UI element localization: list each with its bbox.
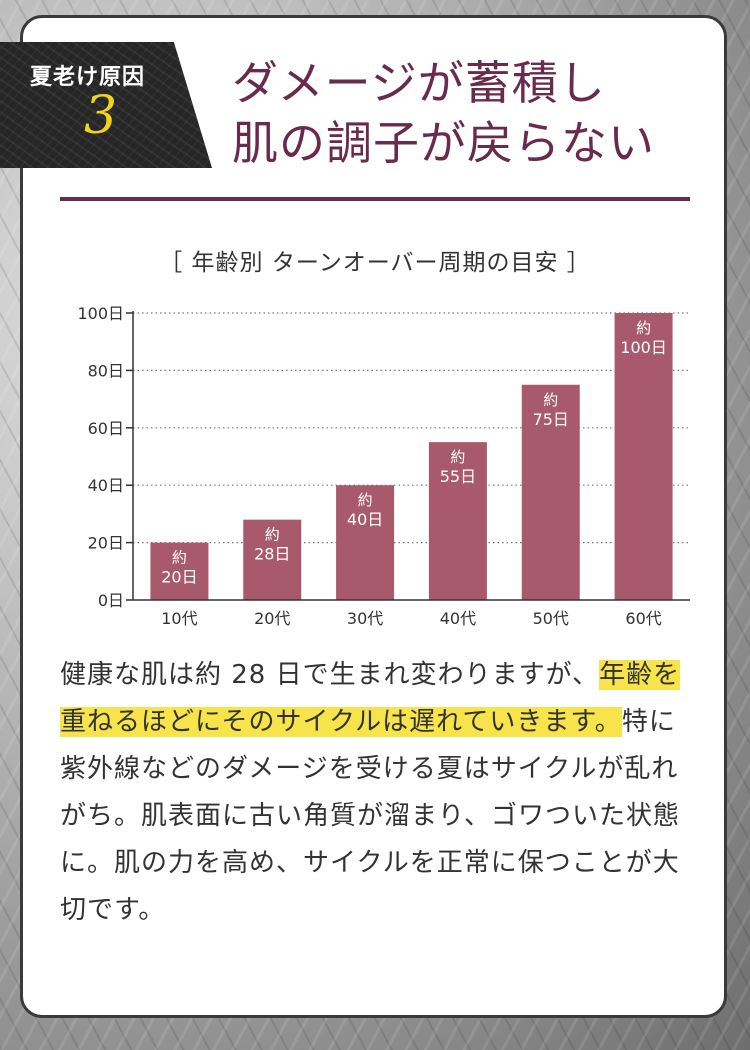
cause-badge-number: 3: [84, 86, 118, 146]
headline-line-2: 肌の調子が戻らない: [232, 116, 655, 170]
bar-label-value: 40日: [347, 510, 383, 529]
body-text-part-1: 健康な肌は約 28 日で生まれ変わりますが、: [60, 660, 600, 690]
bar-label-value: 55日: [440, 467, 476, 486]
x-tick-label: 50代: [533, 609, 569, 628]
bar-label-value: 28日: [254, 545, 290, 564]
bar-50代: [521, 384, 580, 600]
bar-label-prefix: 約: [172, 549, 187, 567]
axes: [126, 311, 690, 601]
bar-label-value: 100日: [620, 338, 667, 357]
bar-label-prefix: 約: [636, 319, 651, 337]
bar-label-value: 20日: [161, 568, 197, 587]
x-tick-label: 20代: [254, 609, 290, 628]
x-tick-label: 60代: [625, 609, 661, 628]
body-paragraph: 健康な肌は約 28 日で生まれ変わりますが、年齢を重ねるほどにそのサイクルは遅れ…: [60, 652, 700, 934]
bar-label-prefix: 約: [358, 491, 373, 509]
bar-30代: [336, 485, 395, 600]
headline-line-1: ダメージが蓄積し: [232, 56, 606, 110]
y-tick-label: 100日: [77, 304, 124, 323]
y-tick-label: 40日: [88, 476, 124, 495]
gridlines: [133, 312, 690, 544]
chart-title: ［ 年齢別 ターンオーバー周期の目安 ］: [159, 250, 591, 276]
bar-label-prefix: 約: [450, 448, 465, 466]
bar-label-prefix: 約: [265, 526, 280, 544]
bar-40代: [428, 442, 487, 600]
headline-divider: [60, 197, 690, 201]
x-tick-label: 40代: [440, 609, 476, 628]
cause-badge-label: 夏老け原因: [30, 65, 146, 90]
turnover-bar-chart: 0日20日40日60日80日100日約20日10代約28日20代約40日30代約…: [77, 304, 690, 628]
y-tick-label: 20日: [88, 534, 124, 553]
bar-10代: [150, 542, 209, 600]
bars: [150, 313, 673, 600]
x-tick-label: 30代: [347, 609, 383, 628]
y-tick-label: 80日: [88, 361, 124, 380]
x-tick-label: 10代: [161, 609, 197, 628]
bar-60代: [614, 313, 673, 600]
y-tick-label: 60日: [88, 419, 124, 438]
bar-label-value: 75日: [533, 410, 569, 429]
body-text-part-2: 特に紫外線などのダメージを受ける夏はサイクルが乱れがち。肌表面に古い角質が溜まり…: [60, 707, 680, 925]
cause-badge: [0, 42, 212, 168]
bar-label-prefix: 約: [543, 391, 558, 409]
y-tick-label: 0日: [98, 591, 124, 610]
bar-20代: [243, 519, 302, 600]
labels: 0日20日40日60日80日100日約20日10代約28日20代約40日30代約…: [77, 304, 666, 628]
